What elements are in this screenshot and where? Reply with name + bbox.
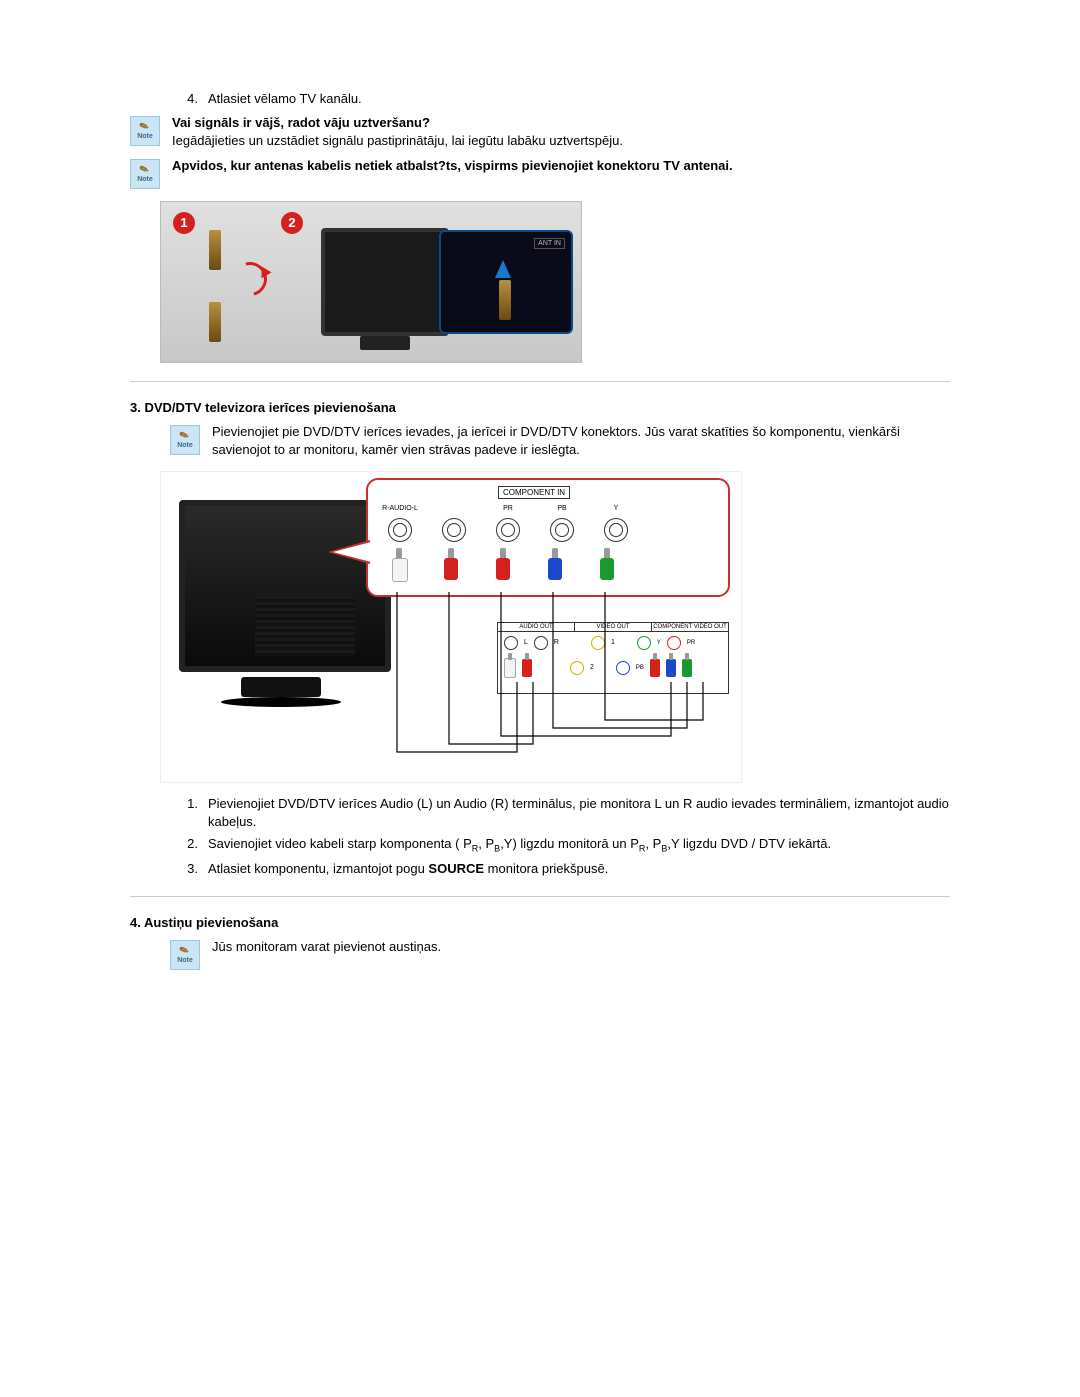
divider	[130, 381, 950, 382]
note-icon	[170, 425, 200, 455]
port-audio-l	[442, 518, 466, 542]
note-icon	[130, 159, 160, 189]
note-weak-signal: Vai signāls ir vājš, radot vāju uztverša…	[130, 114, 950, 150]
fig2-canvas: COMPONENT IN R-AUDIO-L PR PB Y	[160, 471, 742, 783]
port-row: R-AUDIO-L PR PB Y	[388, 518, 628, 542]
list-text: Pievienojiet DVD/DTV ierīces Audio (L) u…	[208, 795, 950, 831]
badge-2: 2	[281, 212, 303, 234]
jack	[591, 636, 605, 650]
jack	[534, 636, 548, 650]
rear-panel	[255, 596, 355, 656]
sec3-item-3: 3. Atlasiet komponentu, izmantojot pogu …	[170, 860, 950, 878]
plug-row	[388, 548, 618, 584]
mini-plug-red2	[650, 659, 660, 677]
plug-red-pr	[492, 548, 514, 584]
jack	[504, 636, 518, 650]
mini-plug-green	[682, 659, 692, 677]
list-text: Atlasiet vēlamo TV kanālu.	[208, 90, 950, 108]
port-pr: PR	[496, 518, 520, 542]
jack	[667, 636, 681, 650]
list-text: Savienojiet video kabeli starp komponent…	[208, 835, 950, 855]
plug-white	[388, 548, 410, 584]
divider	[130, 896, 950, 897]
port-pb: PB	[550, 518, 574, 542]
connector-bottom	[209, 302, 221, 342]
note-icon	[130, 116, 160, 146]
tv-rear-big	[179, 500, 391, 672]
mini-plug-red	[522, 659, 532, 677]
connector-top	[209, 230, 221, 270]
hdr-component-out: COMPONENT VIDEO OUT	[652, 623, 728, 631]
note-body: Vai signāls ir vājš, radot vāju uztverša…	[172, 114, 950, 150]
list-num: 4.	[170, 90, 208, 108]
sec3-item-1: 1. Pievienojiet DVD/DTV ierīces Audio (L…	[170, 795, 950, 831]
hdr-video-out: VIDEO OUT	[575, 623, 652, 631]
curve-arrow-icon	[227, 255, 273, 301]
dest-row1: L R 1 Y PR	[498, 632, 728, 654]
note-icon	[170, 940, 200, 970]
note-body: Apvidos, kur antenas kabelis netiek atba…	[172, 157, 950, 175]
dest-row2: 2 PB	[498, 654, 728, 682]
component-in-label: COMPONENT IN	[498, 486, 570, 499]
dest-headers: AUDIO OUT VIDEO OUT COMPONENT VIDEO OUT	[498, 623, 728, 632]
antin-label: ANT IN	[534, 238, 565, 249]
callout-component-in: COMPONENT IN R-AUDIO-L PR PB Y	[366, 478, 730, 597]
badge-1: 1	[173, 212, 195, 234]
fig1-canvas: 1 2 ANT IN	[160, 201, 582, 363]
figure-component-connect: COMPONENT IN R-AUDIO-L PR PB Y	[160, 471, 950, 783]
plug-red-audio	[440, 548, 462, 584]
callout-antin: ANT IN	[439, 230, 573, 334]
list-num: 3.	[170, 860, 208, 878]
jack	[616, 661, 630, 675]
note-body: Pievienojiet pie DVD/DTV ierīces ievades…	[212, 423, 950, 459]
section-3-title: 3. DVD/DTV televizora ierīces pievienoša…	[130, 400, 950, 415]
port-y: Y	[604, 518, 628, 542]
tv-stand	[241, 677, 321, 697]
list-text: Atlasiet komponentu, izmantojot pogu SOU…	[208, 860, 950, 878]
note-bold: Vai signāls ir vājš, radot vāju uztverša…	[172, 115, 430, 130]
hdr-audio-out: AUDIO OUT	[498, 623, 575, 631]
plug-green	[596, 548, 618, 584]
note-bold: Apvidos, kur antenas kabelis netiek atba…	[172, 158, 733, 173]
note-body: Jūs monitoram varat pievienot austiņas.	[212, 938, 950, 956]
list-item-4: 4. Atlasiet vēlamo TV kanālu.	[170, 90, 950, 108]
tv-stand	[360, 336, 410, 350]
mini-plug-white	[504, 658, 516, 678]
list-num: 2.	[170, 835, 208, 855]
sec3-item-2: 2. Savienojiet video kabeli starp kompon…	[170, 835, 950, 855]
page: 4. Atlasiet vēlamo TV kanālu. Vai signāl…	[0, 0, 1080, 1036]
jack	[637, 636, 651, 650]
note-antenna: Apvidos, kur antenas kabelis netiek atba…	[130, 157, 950, 189]
figure-antenna-connect: 1 2 ANT IN	[160, 201, 950, 363]
mini-plug-blue	[666, 659, 676, 677]
tv-rear	[321, 228, 449, 336]
note-text: Iegādājieties un uzstādiet signālu pasti…	[172, 133, 623, 148]
plug-blue	[544, 548, 566, 584]
arrow-up-icon	[495, 260, 511, 278]
jack	[570, 661, 584, 675]
dest-device-box: AUDIO OUT VIDEO OUT COMPONENT VIDEO OUT …	[497, 622, 729, 694]
connector-in-callout	[499, 280, 511, 320]
note-dvd-dtv: Pievienojiet pie DVD/DTV ierīces ievades…	[170, 423, 950, 459]
port-audio-r: R-AUDIO-L	[388, 518, 412, 542]
tv-base	[221, 697, 341, 707]
list-num: 1.	[170, 795, 208, 831]
note-headphone: Jūs monitoram varat pievienot austiņas.	[170, 938, 950, 970]
section-4-title: 4. Austiņu pievienošana	[130, 915, 950, 930]
